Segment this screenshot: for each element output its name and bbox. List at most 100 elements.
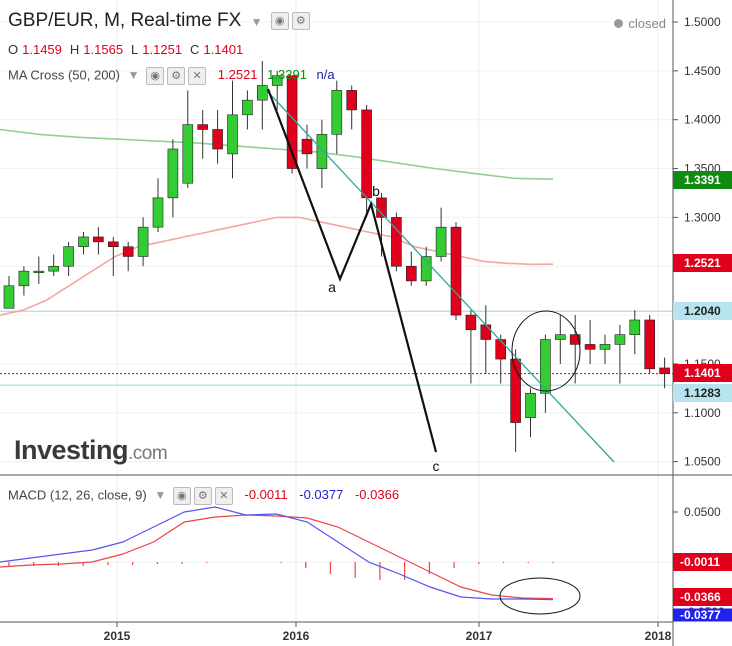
candle-body	[18, 270, 30, 287]
close-value: 1.1401	[203, 42, 244, 57]
gear-icon[interactable]: ⚙	[193, 487, 212, 505]
wave-label: c	[433, 458, 440, 474]
candle-body	[3, 285, 15, 309]
price-axis-label: 1.2040	[684, 304, 721, 318]
drawings-layer: a b c	[266, 88, 615, 474]
high-label: H	[69, 42, 80, 57]
price-axis-label-bg	[673, 302, 732, 320]
price-axis-label: 1.2521	[684, 256, 721, 270]
status-dot-icon	[614, 19, 624, 28]
y-tick-label: 1.0500	[684, 455, 721, 469]
gear-icon[interactable]: ⚙	[167, 67, 186, 85]
chevron-down-icon[interactable]: ▼	[154, 488, 167, 503]
price-axis-label: 1.1401	[684, 366, 721, 380]
candle-body	[391, 217, 402, 267]
candle-body	[584, 344, 596, 350]
chart-header-title: GBP/EUR, M, Real-time FX ▼ ◉ ⚙	[8, 10, 310, 32]
macd-line	[0, 506, 554, 601]
chevron-down-icon[interactable]: ▼	[250, 15, 263, 29]
macd-axis-label-bg	[673, 553, 732, 571]
candle-body	[197, 124, 208, 130]
candle-body	[376, 197, 387, 218]
candle-body	[450, 226, 462, 316]
y-tick-label: 1.4500	[684, 64, 721, 78]
candle-body	[271, 75, 283, 86]
downtrend-line	[267, 91, 615, 463]
candle-body	[256, 85, 268, 101]
macd-value-3: -0.0366	[354, 487, 400, 503]
macd-indicator-name[interactable]: MACD (12, 26, close, 9)	[8, 487, 147, 503]
signal-line	[0, 514, 554, 600]
candle-body	[137, 226, 149, 257]
candle-body	[108, 241, 119, 248]
wave-label: a	[328, 279, 336, 295]
logo-suffix: .com	[128, 443, 168, 464]
candle-body	[33, 270, 45, 273]
candle-body	[93, 236, 104, 243]
price-axis-label: 1.1283	[684, 386, 721, 400]
ohlc-readout: O 1.1459 H 1.1565 L 1.1251 C 1.1401	[8, 42, 251, 57]
price-axis-label: 1.3391	[684, 173, 721, 187]
candle-body	[152, 197, 164, 228]
investing-logo: Investing.com	[14, 435, 168, 466]
price-axis-label-bg	[673, 364, 732, 382]
candle-body	[614, 334, 626, 345]
close-label: C	[190, 42, 200, 57]
price-axis-label-bg	[673, 384, 732, 402]
x-tick-label: 2015	[104, 629, 131, 643]
ma-slow-line	[0, 128, 554, 180]
candles-layer[interactable]	[3, 61, 670, 452]
candle-body	[420, 256, 432, 282]
price-labels-layer: 1.2040 1.1401 1.1283 1.3391 1.2521 -0.0011 -0.…	[673, 171, 732, 622]
eye-icon[interactable]: ◉	[146, 67, 165, 85]
macd-axis-label-bg	[673, 588, 732, 606]
candle-body	[569, 334, 581, 345]
candle-body	[554, 334, 566, 340]
x-tick-label: 2016	[283, 629, 310, 643]
eye-icon[interactable]: ◉	[172, 487, 191, 505]
macd-axis-label: -0.0377	[680, 608, 721, 622]
candle-body	[465, 314, 477, 331]
macd-indicator-header: MACD (12, 26, close, 9) ▼ ◉ ⚙ ✕ -0.0011 -0…	[8, 487, 399, 505]
candle-body	[540, 339, 551, 394]
wave-label: b	[372, 183, 380, 199]
macd-value-1: -0.0011	[244, 487, 288, 503]
chevron-down-icon[interactable]: ▼	[127, 68, 140, 83]
ma-slow-value: 1.3391	[267, 67, 307, 83]
gear-icon[interactable]: ⚙	[291, 11, 310, 30]
macd-axis-label: -0.0366	[680, 590, 721, 604]
close-icon[interactable]: ✕	[214, 487, 233, 505]
x-tick-label: 2017	[466, 629, 493, 643]
candle-body	[346, 90, 358, 111]
macd-layer	[0, 506, 673, 615]
candle-body	[316, 134, 328, 169]
ma-indicator-header: MA Cross (50, 200) ▼ ◉ ⚙ ✕ 1.2521 1.3391 n…	[8, 67, 335, 85]
y-tick-label: 1.3000	[684, 210, 721, 224]
candle-body	[242, 99, 253, 116]
ma-lines-layer	[0, 128, 554, 316]
eye-icon[interactable]: ◉	[270, 11, 289, 30]
y-tick-label: 1.1000	[684, 406, 721, 420]
candle-body	[361, 109, 372, 199]
candle-body	[599, 344, 611, 350]
price-lines-layer	[0, 310, 673, 386]
candle-body	[629, 319, 641, 335]
ma-fast-value: 1.2521	[217, 67, 258, 83]
candle-body	[510, 358, 521, 423]
candle-body	[227, 114, 238, 155]
symbol-title[interactable]: GBP/EUR, M, Real-time FX	[8, 10, 242, 31]
low-value: 1.1251	[142, 42, 183, 57]
candle-body	[435, 226, 447, 257]
abc-zigzag-line	[266, 88, 438, 453]
candle-body	[495, 339, 507, 360]
candle-body	[182, 124, 194, 184]
candle-body	[331, 90, 343, 135]
ma-indicator-name[interactable]: MA Cross (50, 200)	[8, 67, 120, 83]
macd-value-2: -0.0377	[299, 487, 344, 503]
candle-body	[63, 246, 74, 267]
low-label: L	[131, 42, 139, 57]
close-icon[interactable]: ✕	[188, 67, 207, 85]
price-axis-label-bg	[673, 254, 732, 272]
